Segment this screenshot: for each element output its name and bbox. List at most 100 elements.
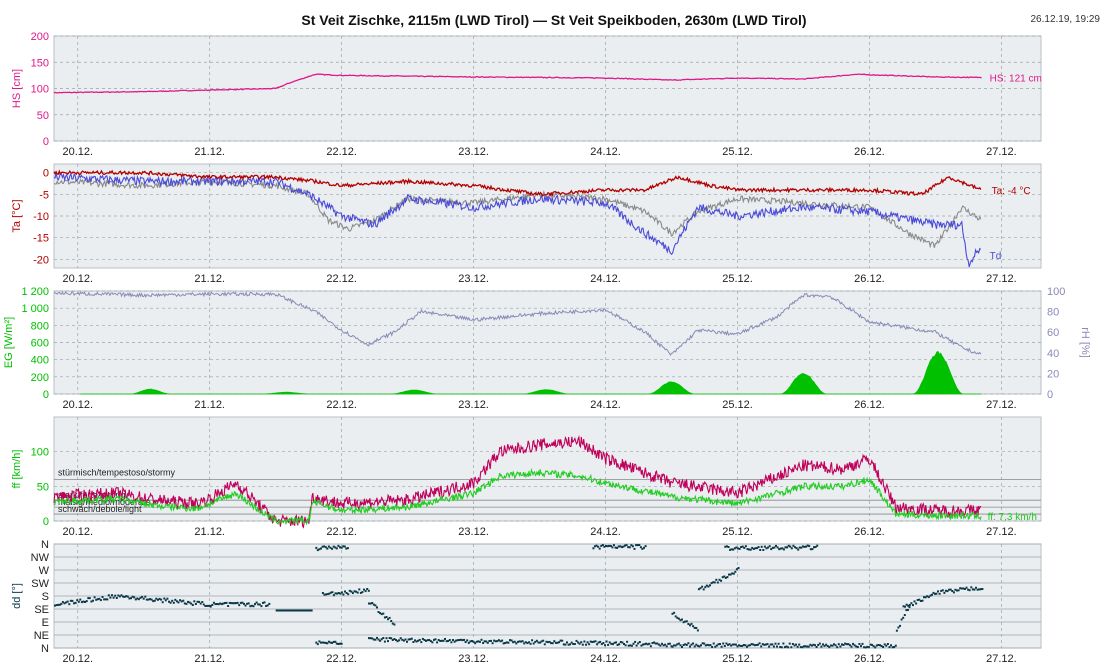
dd-point (853, 644, 856, 647)
dd-point (934, 592, 937, 595)
dd-point (87, 597, 90, 600)
dd-point (620, 546, 623, 549)
dd-point (885, 644, 888, 647)
dd-point (795, 547, 798, 550)
dd-point (115, 597, 118, 599)
dd-point (801, 545, 804, 548)
dd-point (872, 645, 875, 648)
dd-point (174, 598, 177, 601)
dd-point (193, 600, 196, 603)
dd-point (616, 644, 619, 646)
dd-point (321, 545, 324, 548)
dd-point (332, 594, 335, 597)
x-tick-label: 22.12. (326, 273, 357, 285)
dd-point (562, 643, 565, 646)
td-series-line (53, 171, 982, 268)
x-tick-label: 21.12. (194, 399, 225, 411)
x-tick-label: 20.12. (62, 399, 93, 411)
x-tick-label: 27.12. (986, 653, 1017, 665)
dd-point (653, 641, 656, 644)
dd-point (255, 601, 258, 604)
dd-point (141, 595, 144, 598)
dd-point (551, 642, 554, 645)
dd-point (661, 642, 663, 645)
dd-point (805, 545, 808, 548)
dd-point (703, 642, 706, 645)
dd-point (681, 618, 683, 621)
dd-point (709, 584, 711, 587)
dd-point (118, 595, 121, 598)
dd-point (171, 599, 174, 602)
dd-point (327, 640, 330, 643)
dd-point (337, 592, 340, 594)
dd-point (711, 646, 714, 648)
dd-point (967, 588, 970, 591)
dd-point (915, 602, 918, 605)
dd-point (155, 597, 158, 600)
dd-point (490, 639, 492, 642)
dd-point (437, 639, 440, 641)
dd-point (198, 600, 201, 603)
dd-point (690, 622, 693, 625)
dd-point (797, 548, 800, 551)
dd-point (685, 643, 688, 646)
dd-point (475, 640, 478, 643)
dd-point (85, 600, 88, 603)
dd-point (659, 644, 662, 647)
dd-point (377, 611, 380, 613)
dd-point (383, 640, 386, 643)
dd-point (732, 572, 735, 575)
dd-point (753, 644, 756, 647)
dd-point (714, 645, 717, 648)
dd-point (791, 643, 794, 645)
dd-point (564, 643, 567, 646)
dd-point (758, 642, 761, 645)
dd-point (249, 605, 252, 608)
dd-point (684, 643, 687, 646)
dd-point (504, 642, 507, 644)
y-right-tick-label: 0 (1047, 389, 1053, 401)
dd-point (368, 637, 370, 640)
dd-point (784, 646, 786, 649)
dd-point (355, 590, 358, 593)
dd-point (404, 638, 407, 641)
dd-point (156, 598, 159, 601)
x-tick-label: 22.12. (326, 146, 357, 158)
dd-point (387, 640, 389, 643)
y-tick-label: 0 (43, 389, 49, 401)
dd-point (629, 644, 632, 647)
ta-series-line (53, 169, 982, 197)
dd-point (962, 587, 965, 590)
dd-point (92, 599, 94, 602)
x-tick-label: 26.12. (854, 653, 885, 665)
dd-point (619, 641, 622, 643)
dd-point (623, 643, 625, 645)
dd-point (537, 641, 540, 644)
dd-point (774, 642, 777, 645)
dd-point (385, 616, 388, 618)
dd-point (687, 642, 690, 645)
dd-point (380, 613, 383, 616)
dd-point (949, 588, 952, 591)
dd-point (420, 641, 423, 644)
dd-point (800, 546, 803, 549)
dd-point (80, 601, 83, 604)
dd-point (418, 638, 421, 641)
dd-point (690, 643, 693, 646)
dd-point (787, 544, 790, 547)
x-tick-label: 20.12. (62, 653, 93, 665)
dd-point (910, 602, 913, 605)
dd-point (558, 641, 561, 644)
dd-point (567, 643, 570, 646)
dd-point (469, 640, 472, 643)
dd-point (941, 589, 944, 592)
dd-point (326, 642, 329, 645)
dd-point (699, 587, 702, 590)
x-tick-label: 22.12. (326, 653, 357, 665)
dd-point (861, 642, 864, 645)
dd-point (219, 602, 222, 605)
dd-point (636, 544, 639, 547)
dd-point (844, 642, 847, 645)
dd-point (540, 640, 543, 643)
dd-point (133, 596, 136, 599)
